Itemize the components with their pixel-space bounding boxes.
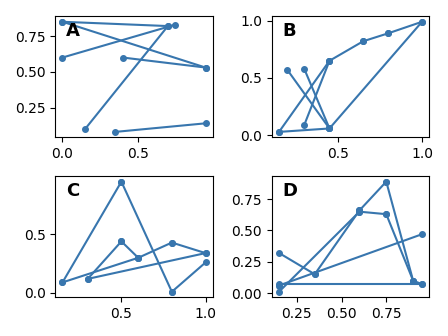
Text: C: C: [66, 182, 80, 200]
Text: A: A: [66, 22, 80, 40]
Text: B: B: [283, 22, 297, 40]
Text: D: D: [283, 182, 298, 200]
